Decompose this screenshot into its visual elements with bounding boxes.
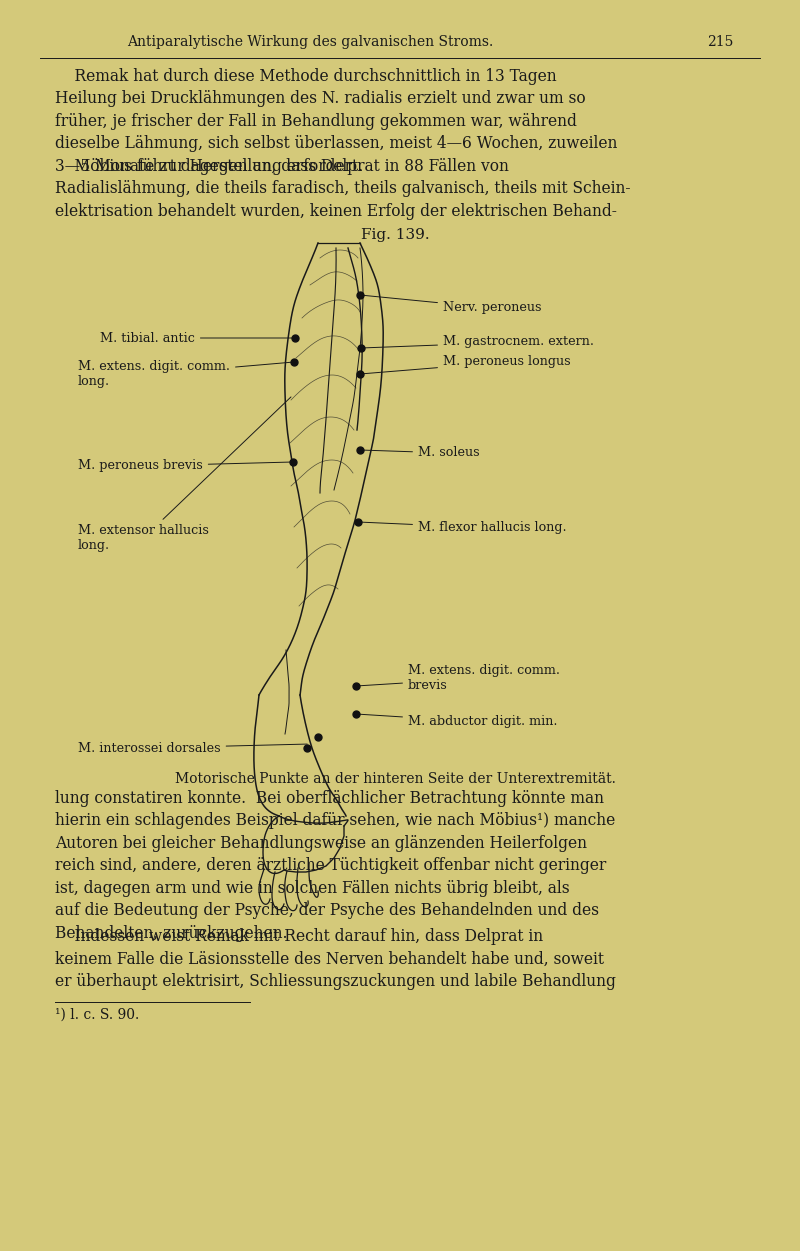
Text: M. soleus: M. soleus	[362, 447, 480, 459]
Text: M. extens. digit. comm.
long.: M. extens. digit. comm. long.	[78, 360, 291, 388]
Text: 215: 215	[707, 35, 733, 49]
Text: Indessen weist Remak mit Recht darauf hin, dass Delprat in
keinem Falle die Läsi: Indessen weist Remak mit Recht darauf hi…	[55, 928, 616, 990]
Text: Fig. 139.: Fig. 139.	[361, 228, 430, 241]
Text: Nerv. peroneus: Nerv. peroneus	[362, 295, 542, 314]
Text: M. extens. digit. comm.
brevis: M. extens. digit. comm. brevis	[358, 664, 560, 692]
Text: M. abductor digit. min.: M. abductor digit. min.	[358, 714, 558, 728]
Text: M. peroneus brevis: M. peroneus brevis	[78, 459, 290, 473]
Text: M. gastrocnem. extern.: M. gastrocnem. extern.	[364, 335, 594, 349]
Text: Remak hat durch diese Methode durchschnittlich in 13 Tagen
Heilung bei Drucklähm: Remak hat durch diese Methode durchschni…	[55, 68, 618, 175]
Text: M. flexor hallucis long.: M. flexor hallucis long.	[361, 522, 566, 534]
Text: M. interossei dorsales: M. interossei dorsales	[78, 742, 307, 754]
Text: Motorische Punkte an der hinteren Seite der Unterextremität.: Motorische Punkte an der hinteren Seite …	[174, 772, 615, 786]
Text: M. tibial. antic: M. tibial. antic	[100, 332, 292, 344]
Text: Antiparalytische Wirkung des galvanischen Stroms.: Antiparalytische Wirkung des galvanische…	[127, 35, 493, 49]
Text: M. extensor hallucis
long.: M. extensor hallucis long.	[78, 397, 291, 552]
Text: M. peroneus longus: M. peroneus longus	[362, 355, 570, 374]
Text: Möbius führt dagegen an, dass Delprat in 88 Fällen von
Radialislähmung, die thei: Möbius führt dagegen an, dass Delprat in…	[55, 158, 630, 220]
Text: ¹) l. c. S. 90.: ¹) l. c. S. 90.	[55, 1008, 139, 1022]
Text: lung constatiren konnte.  Bei oberflächlicher Betrachtung könnte man
hierin ein : lung constatiren konnte. Bei oberflächli…	[55, 789, 615, 942]
